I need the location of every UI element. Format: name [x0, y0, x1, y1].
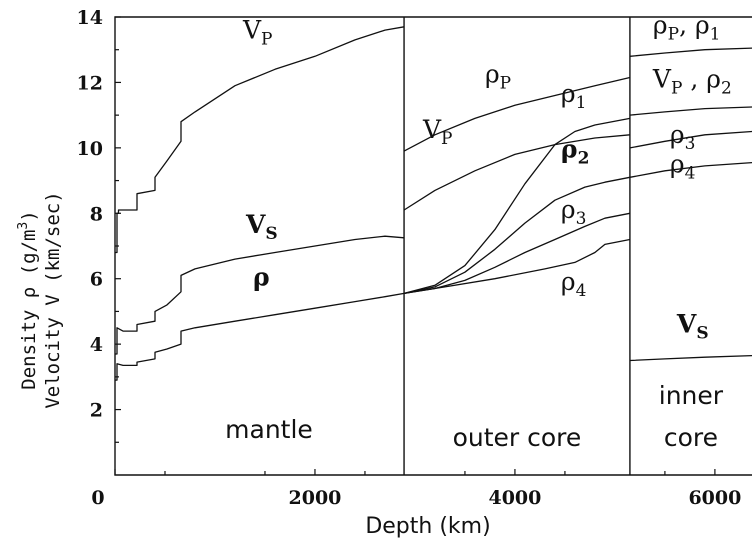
region-label: outer core	[453, 423, 582, 452]
series-vp_mantle	[115, 26, 405, 254]
series-rho_mantle	[115, 292, 405, 381]
y-axis-title-sup: 3	[16, 222, 31, 230]
y-tick-label: 6	[90, 269, 103, 291]
x-axis-title: Depth (km)	[365, 514, 490, 539]
curve-label-lbl_vs_mantle: VS	[245, 210, 278, 244]
series-vp_inner	[629, 106, 752, 116]
region-label: mantle	[225, 415, 313, 444]
series-rho_4_inner	[629, 161, 752, 178]
curve-label-lbl_vp_mantle: VP	[242, 15, 273, 49]
region-label: inner	[659, 381, 724, 410]
axis-ticks: 2 4 6 8 10 12 14 0 2000 4000 6000	[77, 7, 742, 509]
series-vs_mantle	[115, 235, 405, 355]
curve-label-lbl_rho3_outer: ρ3	[561, 195, 587, 229]
curve-label-lbl_vp_rho2_inner: VP , ρ2	[652, 64, 732, 98]
y-tick-label: 8	[90, 203, 103, 225]
y-axis-title-line2: Velocity V (km/sec)	[42, 191, 64, 408]
svg-text:Density ρ (g/m3): Density ρ (g/m3)	[16, 210, 40, 389]
series-rho_3_inner	[629, 130, 752, 149]
x-tick-label: 2000	[289, 487, 342, 509]
series-rho_2_outer	[403, 176, 631, 295]
curve-label-lbl_rho1_outer: ρ1	[561, 79, 587, 113]
curve-label-lbl_rho3_inner: ρ3	[670, 120, 696, 154]
y-axis-title-line1-end: )	[18, 210, 40, 221]
y-tick-label: 4	[90, 334, 103, 356]
series-vp_outer	[403, 134, 630, 211]
x-tick-label: 6000	[688, 487, 741, 509]
series-rho_4_outer	[403, 238, 631, 295]
region-labels: mantle outer core inner core	[225, 381, 724, 452]
y-tick-label: 14	[77, 7, 103, 29]
curve-label-lbl_rho4_inner: ρ4	[670, 149, 696, 183]
series-rho_p_outer	[403, 76, 631, 152]
curve-label-lbl_vs_inner: VS	[676, 310, 709, 344]
y-axis-title: Density ρ (g/m3) Velocity V (km/sec)	[16, 191, 64, 408]
series-rho_1_outer	[403, 117, 631, 295]
y-axis-title-line1: Density ρ (g/m	[18, 230, 40, 390]
curve-label-lbl_rhop_rho1_inner: ρP, ρ1	[653, 10, 721, 44]
x-tick-label: 4000	[488, 487, 541, 509]
y-tick-label: 2	[90, 400, 103, 422]
curve-label-lbl_rho2_outer: ρ2	[561, 135, 589, 169]
x-tick-label: 0	[91, 487, 104, 509]
series-layer	[115, 26, 752, 381]
y-tick-label: 12	[77, 72, 103, 94]
y-tick-label: 10	[77, 138, 103, 160]
curve-label-lbl_vp_outer: VP	[422, 115, 453, 149]
curve-label-lbl_rho_mantle: ρ	[253, 262, 270, 291]
curve-label-lbl_rho4_outer: ρ4	[561, 267, 587, 301]
series-rho_p_inner	[629, 47, 752, 57]
curve-label-lbl_rhop_outer: ρP	[485, 59, 511, 93]
region-label: core	[664, 423, 718, 452]
series-rho_3_outer	[403, 212, 631, 295]
series-vs_inner	[629, 354, 752, 362]
